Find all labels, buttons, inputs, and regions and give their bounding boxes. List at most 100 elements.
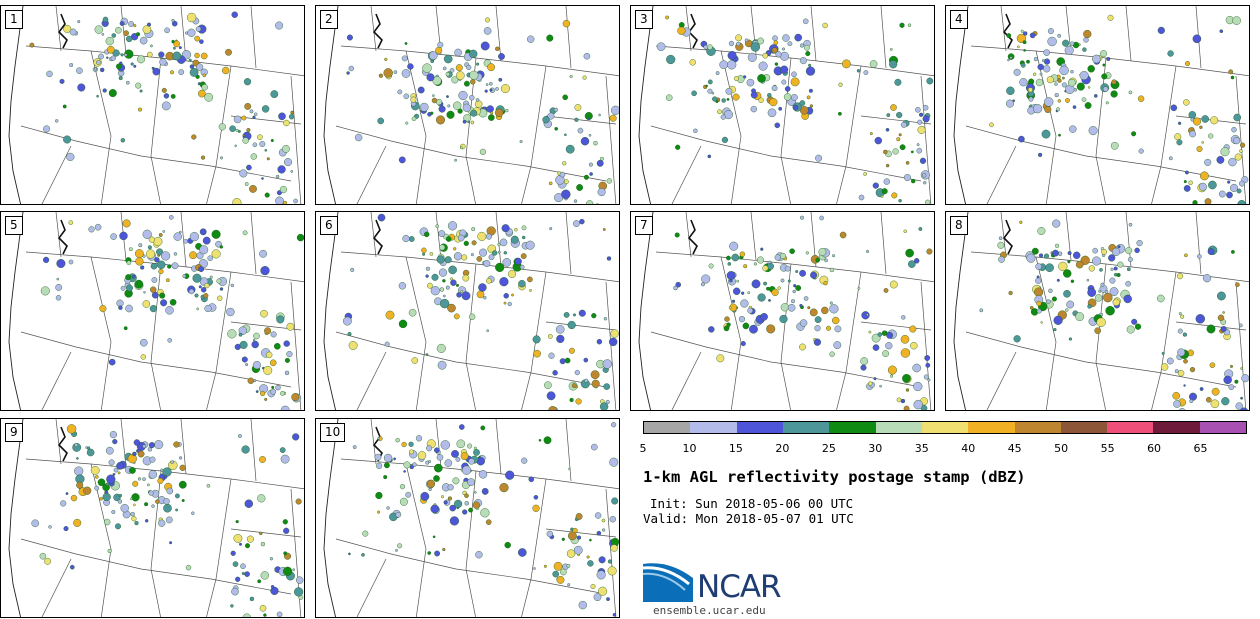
reflectivity-field xyxy=(989,14,1249,204)
panel-number-label: 3 xyxy=(635,10,653,29)
colorbar-tick-label: 10 xyxy=(682,442,697,455)
colorbar-segment xyxy=(1153,422,1200,433)
coastline xyxy=(8,212,24,410)
colorbar-segment xyxy=(644,422,691,433)
init-time: Init: Sun 2018-05-06 00 UTC xyxy=(650,496,854,511)
state-boundary xyxy=(465,470,477,617)
state-boundary xyxy=(605,281,617,410)
state-boundary xyxy=(495,419,502,475)
state-boundary xyxy=(986,351,1017,410)
colorbar-tick-label: 45 xyxy=(1007,442,1022,455)
state-boundary xyxy=(965,331,1237,388)
state-boundary xyxy=(920,281,932,410)
panel-number-label: 8 xyxy=(950,216,968,235)
state-boundary xyxy=(1095,263,1107,410)
coastline xyxy=(8,6,24,204)
state-boundary xyxy=(405,256,427,410)
panel-number-label: 6 xyxy=(320,216,338,235)
state-boundary xyxy=(20,331,292,388)
state-boundary xyxy=(880,6,887,69)
state-boundary xyxy=(650,125,922,182)
state-boundary xyxy=(55,419,62,465)
colorbar-segment xyxy=(690,422,737,433)
state-boundary xyxy=(120,419,127,468)
state-boundary xyxy=(720,256,742,410)
panel-map xyxy=(8,419,304,617)
state-boundary xyxy=(41,558,72,617)
colorbar-tick-label: 20 xyxy=(775,442,790,455)
state-boundary xyxy=(335,125,607,182)
coastline xyxy=(638,6,654,204)
forecast-panel: 4 xyxy=(945,5,1250,205)
colorbar-segment xyxy=(1107,422,1154,433)
panel-map xyxy=(638,212,934,410)
state-boundary xyxy=(41,351,72,410)
state-boundary xyxy=(495,6,502,62)
state-boundary xyxy=(120,6,127,55)
state-boundary xyxy=(405,463,427,617)
coastline xyxy=(953,6,969,204)
state-boundary xyxy=(521,271,547,410)
panel-number-label: 10 xyxy=(320,423,346,442)
state-boundary xyxy=(521,478,547,617)
panel-number-label: 1 xyxy=(5,10,23,29)
puget-sound xyxy=(1002,219,1013,255)
state-boundary xyxy=(356,558,387,617)
state-boundary xyxy=(521,65,547,204)
state-boundary xyxy=(230,528,302,538)
valid-time: Valid: Mon 2018-05-07 01 UTC xyxy=(643,511,854,526)
state-boundary xyxy=(1035,256,1057,410)
panel-map xyxy=(8,6,304,204)
reflectivity-field xyxy=(40,215,304,410)
state-boundary xyxy=(356,145,387,204)
panel-number-label: 4 xyxy=(950,10,968,29)
colorbar-tick-label: 40 xyxy=(961,442,976,455)
colorbar-segment xyxy=(829,422,876,433)
colorbar-tick-label: 35 xyxy=(914,442,929,455)
coastline xyxy=(638,212,654,410)
state-boundary xyxy=(180,419,187,475)
state-boundary xyxy=(671,145,702,204)
colorbar-segment xyxy=(782,422,830,433)
colorbar-tick-label: 30 xyxy=(868,442,883,455)
forecast-panel: 8 xyxy=(945,211,1250,411)
colorbar-segment xyxy=(921,422,969,433)
state-boundary xyxy=(405,50,427,204)
forecast-panel: 1 xyxy=(0,5,305,205)
state-boundary xyxy=(720,50,742,204)
state-boundary xyxy=(206,271,232,410)
reflectivity-field xyxy=(29,11,298,204)
state-boundary xyxy=(465,263,477,410)
state-boundary xyxy=(810,6,817,62)
panel-map xyxy=(323,212,619,410)
state-boundary xyxy=(836,271,862,410)
state-boundary xyxy=(290,281,302,410)
panel-number-label: 5 xyxy=(5,216,23,235)
reflectivity-field xyxy=(979,219,1249,410)
state-boundary xyxy=(290,75,302,204)
puget-sound xyxy=(372,13,383,49)
colorbar-segment xyxy=(968,422,1015,433)
state-boundary xyxy=(250,6,257,69)
state-boundary xyxy=(41,145,72,204)
state-boundary xyxy=(1151,65,1177,204)
coastline xyxy=(8,419,24,617)
reflectivity-field xyxy=(343,213,619,410)
state-boundary xyxy=(650,331,922,388)
state-boundary xyxy=(335,331,607,388)
ncar-logo-text: NCAR xyxy=(697,569,782,605)
puget-sound xyxy=(1002,13,1013,49)
state-boundary xyxy=(565,6,572,69)
colorbar-segment xyxy=(1060,422,1108,433)
forecast-panel: 5 xyxy=(0,211,305,411)
puget-sound xyxy=(57,426,68,462)
puget-sound xyxy=(687,219,698,255)
ncar-logo-icon xyxy=(643,563,693,602)
state-boundary xyxy=(965,125,1237,182)
state-boundary xyxy=(565,419,572,482)
forecast-panel: 9 xyxy=(0,418,305,618)
state-boundary xyxy=(250,212,257,275)
coastline xyxy=(323,6,339,204)
state-boundary xyxy=(1195,212,1202,275)
state-boundary xyxy=(150,57,162,204)
